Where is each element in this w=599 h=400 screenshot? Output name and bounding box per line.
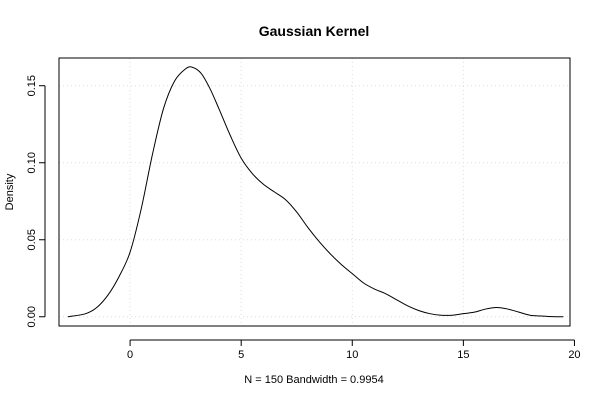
x-tick-label-2: 10 [346, 349, 358, 361]
x-tick-label-3: 15 [457, 349, 469, 361]
x-axis: 0 5 10 15 20 [127, 339, 581, 361]
plot-frame [58, 57, 571, 327]
chart-title: Gaussian Kernel [259, 23, 370, 39]
x-tick-label-0: 0 [127, 349, 133, 361]
grid [59, 58, 570, 326]
y-tick-label-1: 0.05 [26, 229, 38, 250]
y-axis-label: Density [4, 173, 16, 210]
y-axis: 0.00 0.05 0.10 0.15 [26, 75, 46, 327]
x-tick-label-1: 5 [238, 349, 244, 361]
x-axis-label: N = 150 Bandwidth = 0.9954 [244, 374, 383, 386]
y-tick-label-3: 0.15 [26, 75, 38, 96]
y-tick-label-2: 0.10 [26, 152, 38, 173]
x-tick-label-4: 20 [568, 349, 580, 361]
density-curve [67, 66, 564, 318]
y-tick-label-0: 0.00 [26, 306, 38, 327]
